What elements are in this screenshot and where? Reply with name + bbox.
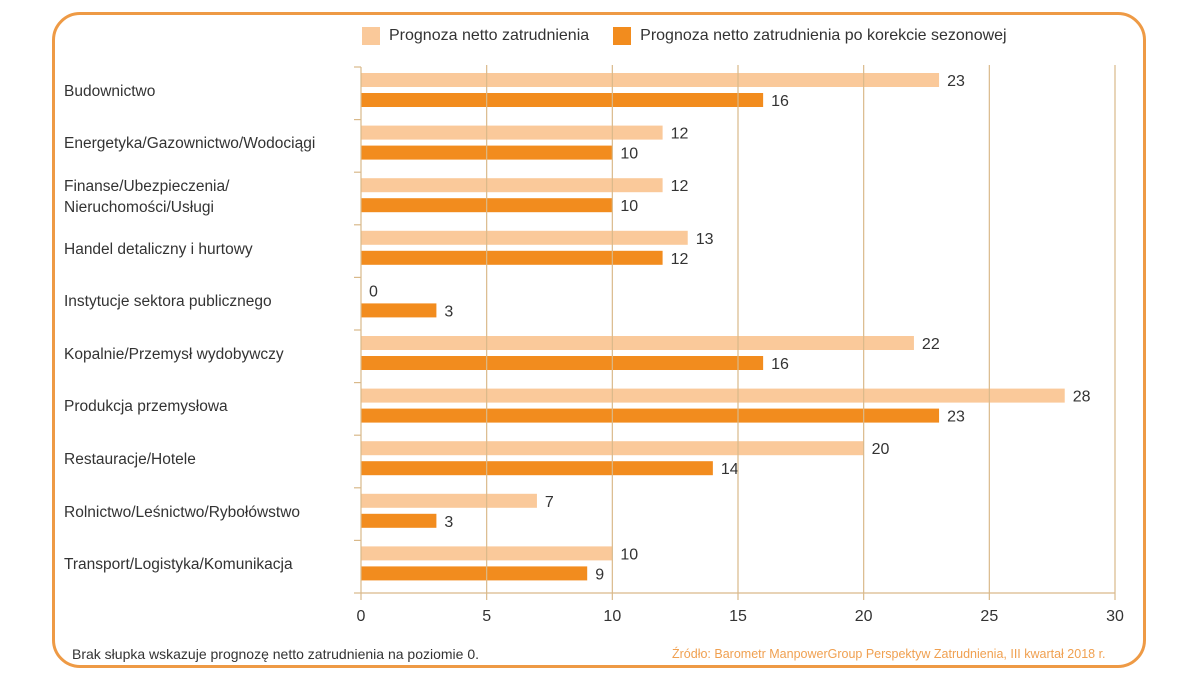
category-label-line: Produkcja przemysłowa — [64, 398, 228, 416]
data-label: 12 — [671, 251, 689, 268]
legend-swatch-dark — [613, 27, 632, 45]
x-tick-label: 25 — [980, 608, 998, 625]
data-label: 3 — [444, 514, 453, 531]
data-label: 16 — [771, 356, 789, 373]
bar-seasonally-adjusted — [361, 513, 437, 528]
x-tick-label: 10 — [603, 608, 621, 625]
data-label: 20 — [872, 441, 890, 458]
data-label: 22 — [922, 336, 940, 353]
category-label-line: Nieruchomości/Usługi — [64, 198, 214, 216]
category-label-line: Finanse/Ubezpieczenia/ — [64, 177, 230, 195]
x-tick-label: 0 — [357, 608, 366, 625]
legend-item-seasonally-adjusted: Prognoza netto zatrudnienia po korekcie … — [613, 27, 1007, 45]
category-label: Finanse/Ubezpieczenia/Nieruchomości/Usłu… — [64, 176, 229, 218]
bar-net-forecast — [361, 336, 914, 350]
x-tick-label: 5 — [482, 608, 491, 625]
bar-net-forecast — [361, 178, 663, 193]
data-label: 12 — [671, 126, 689, 143]
source-note: Źródło: Barometr ManpowerGroup Perspekty… — [672, 647, 1106, 661]
category-label: Kopalnie/Przemysł wydobywczy — [64, 344, 284, 365]
bar-net-forecast — [361, 493, 537, 508]
legend-item-net-forecast: Prognoza netto zatrudnienia — [362, 27, 589, 45]
data-label: 10 — [620, 146, 638, 163]
x-tick-label: 30 — [1106, 608, 1124, 625]
x-tick-label: 20 — [855, 608, 873, 625]
category-label-line: Budownictwo — [64, 82, 156, 100]
legend-label: Prognoza netto zatrudnienia po korekcie … — [640, 27, 1007, 44]
category-label: Produkcja przemysłowa — [64, 396, 228, 417]
category-label-line: Rolnictwo/Leśnictwo/Rybołówstwo — [64, 503, 301, 521]
category-label: Energetyka/Gazownictwo/Wodociągi — [64, 133, 315, 154]
data-label: 14 — [721, 461, 739, 478]
category-label-line: Restauracje/Hotele — [64, 451, 196, 468]
category-label: Rolnictwo/Leśnictwo/Rybołówstwo — [64, 502, 300, 523]
category-label-line: Handel detaliczny i hurtowy — [64, 240, 253, 258]
bar-seasonally-adjusted — [361, 250, 663, 265]
category-label: Handel detaliczny i hurtowy — [64, 239, 253, 260]
data-label: 0 — [369, 283, 378, 300]
category-label-line: Kopalnie/Przemysł wydobywczy — [64, 345, 284, 363]
bar-seasonally-adjusted — [361, 356, 764, 370]
bar-seasonally-adjusted — [361, 566, 588, 581]
chart-frame — [52, 12, 1146, 668]
data-label: 23 — [947, 409, 965, 426]
category-label: Instytucje sektora publicznego — [64, 291, 272, 312]
data-label: 10 — [620, 198, 638, 215]
legend-label: Prognoza netto zatrudnienia — [389, 27, 590, 44]
category-label: Budownictwo — [64, 81, 155, 102]
data-label: 9 — [595, 566, 604, 583]
data-label: 28 — [1073, 389, 1091, 406]
category-label: Restauracje/Hotele — [64, 449, 196, 470]
bar-net-forecast — [361, 73, 940, 87]
bar-seasonally-adjusted — [361, 461, 713, 476]
bar-seasonally-adjusted — [361, 303, 437, 318]
data-label: 12 — [671, 178, 689, 195]
bar-net-forecast — [361, 230, 688, 245]
category-label-line: Energetyka/Gazownictwo/Wodociągi — [64, 135, 316, 153]
bar-seasonally-adjusted — [361, 93, 764, 107]
data-label: 23 — [947, 73, 965, 90]
category-label-line: Transport/Logistyka/Komunikacja — [64, 556, 293, 574]
legend-swatch-light — [362, 27, 380, 45]
category-label: Transport/Logistyka/Komunikacja — [64, 554, 293, 575]
data-label: 10 — [620, 546, 638, 563]
footnote: Brak słupka wskazuje prognozę netto zatr… — [72, 646, 480, 662]
data-label: 13 — [696, 231, 714, 248]
data-label: 7 — [545, 494, 554, 511]
x-tick-label: 15 — [729, 608, 747, 625]
data-label: 3 — [444, 303, 453, 320]
category-label-line: Instytucje sektora publicznego — [64, 293, 272, 311]
legend: Prognoza netto zatrudnienia Prognoza net… — [362, 27, 1031, 45]
bar-net-forecast — [361, 125, 663, 140]
bar-seasonally-adjusted — [361, 408, 940, 423]
data-label: 16 — [771, 93, 789, 110]
bar-net-forecast — [361, 388, 1065, 403]
